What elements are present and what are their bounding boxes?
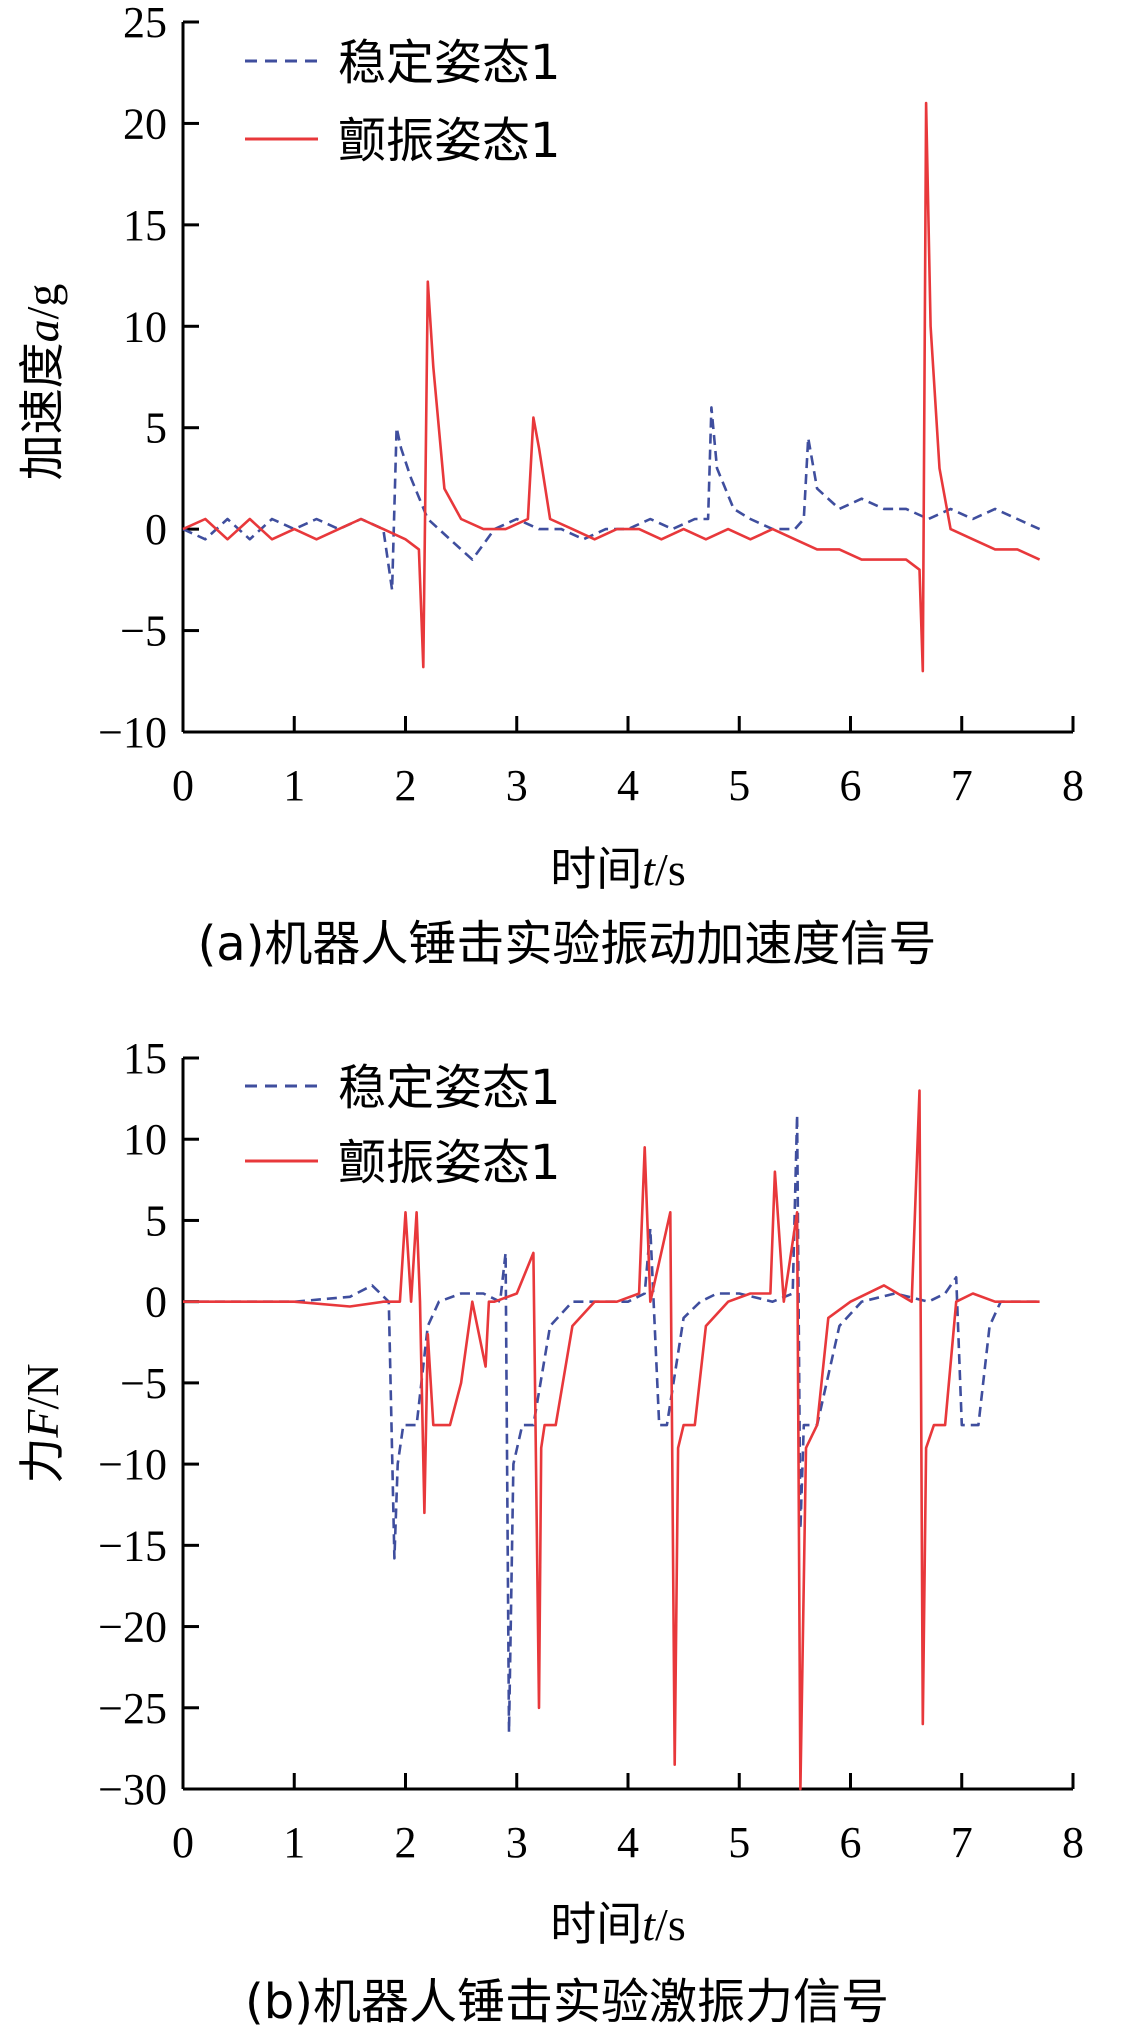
y-axis-title: 加速度a/g (15, 284, 69, 481)
y-tick-label: −5 (120, 1359, 167, 1408)
y-tick-label: −15 (98, 1521, 167, 1570)
legend-label-2: 颤振姿态1 (338, 113, 561, 169)
x-tick-label: 5 (728, 1818, 750, 1867)
x-tick-label: 1 (283, 1818, 305, 1867)
figure-caption: (b)机器人锤击实验激振力信号 (245, 1974, 889, 2030)
y-tick-label: 10 (123, 1115, 167, 1164)
y-tick-label: −20 (98, 1603, 167, 1652)
x-tick-label: 6 (840, 761, 862, 810)
x-tick-label: 2 (395, 761, 417, 810)
x-tick-label: 4 (617, 761, 639, 810)
x-axis-title: 时间t/s (550, 842, 685, 896)
legend-label-1: 稳定姿态1 (338, 1060, 561, 1116)
y-tick-label: 10 (123, 302, 167, 351)
x-tick-label: 3 (506, 1818, 528, 1867)
series-line-1 (183, 1113, 1040, 1734)
x-tick-label: 7 (951, 761, 973, 810)
y-tick-label: 0 (145, 505, 167, 554)
x-tick-label: 8 (1062, 1818, 1084, 1867)
x-tick-label: 7 (951, 1818, 973, 1867)
y-tick-label: 15 (123, 201, 167, 250)
x-tick-label: 6 (840, 1818, 862, 1867)
y-axis-title: 力F/N (15, 1363, 69, 1483)
y-tick-label: −10 (98, 1440, 167, 1489)
legend-label-1: 稳定姿态1 (338, 35, 561, 91)
x-tick-label: 2 (395, 1818, 417, 1867)
y-tick-label: −30 (98, 1765, 167, 1814)
y-tick-label: 25 (123, 0, 167, 47)
y-tick-label: −10 (98, 708, 167, 757)
x-tick-label: 8 (1062, 761, 1084, 810)
y-tick-label: 20 (123, 99, 167, 148)
x-tick-label: 0 (172, 761, 194, 810)
chart-panel-a: −10 −5 0 5 10 15 20 25 0 1 2 3 4 5 6 7 8 稳定姿态1 颤振姿态1 时间t/s 加… (15, 0, 1084, 972)
x-tick-label: 1 (283, 761, 305, 810)
y-tick-label: −25 (98, 1684, 167, 1733)
x-tick-label: 5 (728, 761, 750, 810)
y-tick-label: 15 (123, 1034, 167, 1083)
chart-panel-b: −30 −25 −20 −15 −10 −5 0 5 10 15 0 1 2 3 4 5 6 7 8 稳定姿态1 颤振姿… (15, 1034, 1084, 2030)
y-tick-label: 5 (145, 404, 167, 453)
x-tick-label: 0 (172, 1818, 194, 1867)
x-tick-label: 3 (506, 761, 528, 810)
x-axis-title: 时间t/s (550, 1897, 685, 1951)
y-tick-label: −5 (120, 607, 167, 656)
legend-label-2: 颤振姿态1 (338, 1135, 561, 1191)
x-tick-label: 4 (617, 1818, 639, 1867)
y-tick-label: 5 (145, 1196, 167, 1245)
series-line-1 (182, 406, 1041, 592)
series-line-2 (183, 1089, 1040, 1791)
figure-caption: (a)机器人锤击实验振动加速度信号 (198, 916, 937, 972)
series-line-2 (182, 101, 1041, 673)
y-tick-label: 0 (145, 1278, 167, 1327)
